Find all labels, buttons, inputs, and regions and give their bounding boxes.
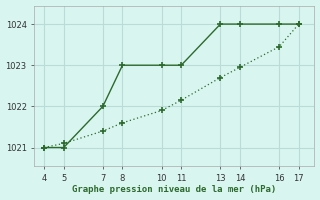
X-axis label: Graphe pression niveau de la mer (hPa): Graphe pression niveau de la mer (hPa)	[72, 185, 276, 194]
